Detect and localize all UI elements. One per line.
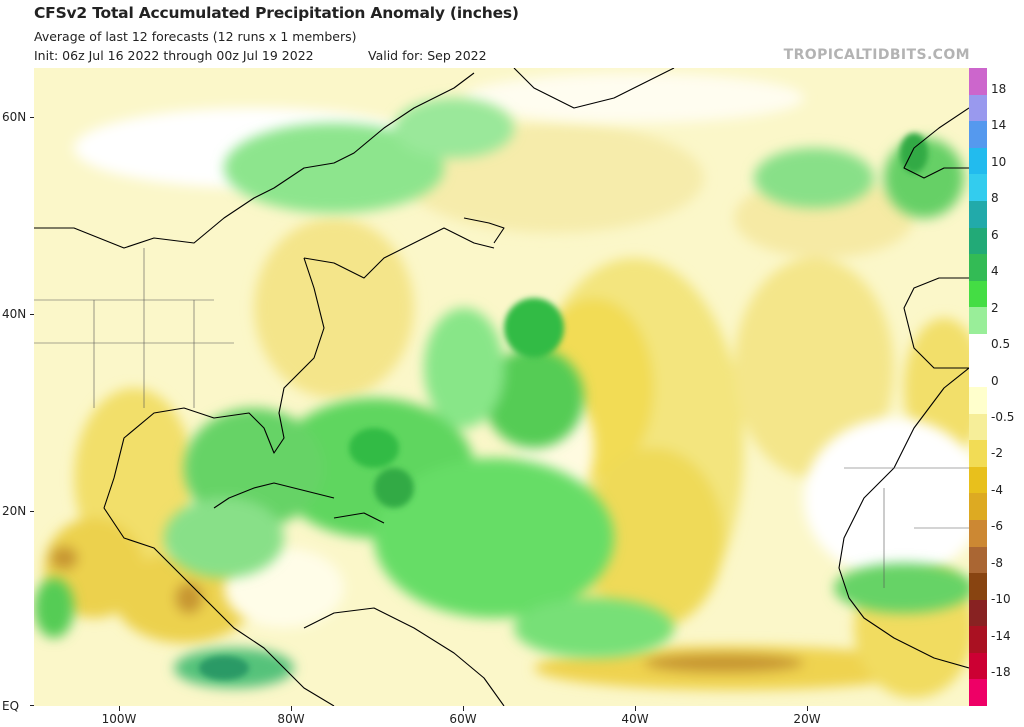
lat-label-60n: 60N xyxy=(2,110,27,124)
lon-label-40w: 40W xyxy=(621,712,649,726)
colorbar-label: -4 xyxy=(991,482,1003,497)
colorbar-label: 10 xyxy=(991,154,1007,169)
lat-label-20n: 20N xyxy=(2,504,27,518)
lon-label-80w: 80W xyxy=(277,712,305,726)
political-borders xyxy=(34,248,969,588)
colorbar-swatch xyxy=(969,546,987,574)
lon-label-20w: 20W xyxy=(793,712,821,726)
colorbar-swatch xyxy=(969,280,987,308)
colorbar-label: -6 xyxy=(991,519,1003,534)
lon-tick-80w xyxy=(291,706,292,711)
colorbar xyxy=(969,68,987,707)
colorbar-label: -14 xyxy=(991,628,1011,643)
colorbar-swatch xyxy=(969,519,987,547)
strong-wet-cores xyxy=(199,133,928,680)
coastlines xyxy=(34,68,969,706)
colorbar-label: 0.5 xyxy=(991,337,1011,352)
colorbar-swatch xyxy=(969,94,987,122)
wet-anomaly-fields xyxy=(34,98,969,688)
colorbar-swatch xyxy=(969,387,987,415)
lon-tick-40w xyxy=(635,706,636,711)
colorbar-swatch xyxy=(969,200,987,228)
colorbar-swatch xyxy=(969,466,987,494)
colorbar-swatch xyxy=(969,493,987,521)
colorbar-swatch xyxy=(969,307,987,335)
colorbar-swatch xyxy=(969,174,987,202)
init-time: Init: 06z Jul 16 2022 through 00z Jul 19… xyxy=(34,48,314,63)
lat-tick-60n xyxy=(30,117,34,118)
colorbar-label: 0 xyxy=(991,373,999,388)
colorbar-swatch xyxy=(969,227,987,255)
colorbar-swatch xyxy=(969,440,987,468)
lon-tick-100w xyxy=(119,706,120,711)
colorbar-swatch xyxy=(969,68,987,96)
map-subtitle: Average of last 12 forecasts (12 runs x … xyxy=(34,29,357,44)
colorbar-swatch xyxy=(969,652,987,680)
colorbar-label: -10 xyxy=(991,592,1011,607)
colorbar-label: -18 xyxy=(991,665,1011,679)
colorbar-label: 14 xyxy=(991,118,1007,133)
brand-watermark: TROPICALTIDBITS.COM xyxy=(783,47,970,63)
colorbar-swatch xyxy=(969,413,987,441)
colorbar-label: 4 xyxy=(991,264,999,279)
colorbar-swatch xyxy=(969,573,987,601)
lon-tick-60w xyxy=(463,706,464,711)
colorbar-swatch xyxy=(969,333,987,361)
colorbar-swatch xyxy=(969,599,987,627)
colorbar-label: 18 xyxy=(991,82,1007,96)
colorbar-swatch xyxy=(969,360,987,388)
lat-tick-40n xyxy=(30,314,34,315)
colorbar-label: -8 xyxy=(991,555,1003,570)
colorbar-swatch xyxy=(969,147,987,175)
lat-label-40n: 40N xyxy=(2,307,27,321)
colorbar-label: 8 xyxy=(991,191,999,206)
lon-tick-20w xyxy=(807,706,808,711)
colorbar-label: -2 xyxy=(991,446,1003,461)
colorbar-swatch xyxy=(969,121,987,149)
colorbar-label: 6 xyxy=(991,227,999,242)
map-title: CFSv2 Total Accumulated Precipitation An… xyxy=(34,4,519,22)
valid-time: Valid for: Sep 2022 xyxy=(368,48,487,63)
precip-anomaly-map xyxy=(34,68,969,706)
lon-label-60w: 60W xyxy=(449,712,477,726)
colorbar-swatch xyxy=(969,254,987,282)
lat-tick-20n xyxy=(30,511,34,512)
lat-label-eq: EQ xyxy=(2,699,20,713)
colorbar-swatch xyxy=(969,679,987,707)
colorbar-swatch xyxy=(969,626,987,654)
lat-tick-eq xyxy=(30,705,34,706)
colorbar-label: -0.5 xyxy=(991,409,1015,424)
lon-label-100w: 100W xyxy=(101,712,137,726)
colorbar-label: 2 xyxy=(991,300,999,315)
